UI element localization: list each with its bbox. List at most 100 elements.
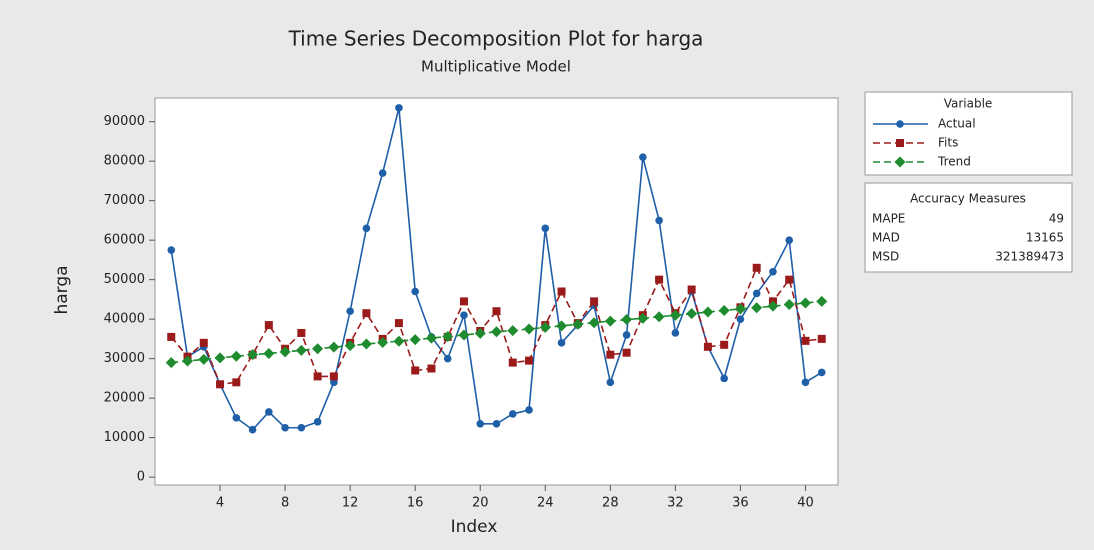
- marker: [653, 311, 665, 323]
- y-tick-label: 80000: [104, 154, 145, 169]
- marker: [539, 321, 551, 333]
- marker: [425, 332, 437, 344]
- marker: [346, 307, 354, 316]
- marker: [232, 378, 241, 387]
- marker: [720, 340, 729, 349]
- marker: [785, 275, 794, 284]
- y-tick-label: 40000: [104, 312, 145, 327]
- marker: [622, 331, 631, 339]
- marker: [817, 368, 826, 377]
- marker: [785, 236, 794, 244]
- marker: [718, 304, 730, 316]
- marker: [734, 303, 746, 315]
- marker: [686, 308, 698, 320]
- marker: [556, 320, 568, 332]
- marker: [427, 364, 436, 373]
- y-axis-label: harga: [52, 265, 72, 314]
- marker: [362, 309, 371, 318]
- marker: [799, 297, 811, 309]
- marker: [783, 299, 795, 311]
- x-tick-label: 32: [667, 496, 684, 511]
- accuracy-title: Accuracy Measures: [910, 192, 1026, 206]
- marker: [265, 408, 273, 416]
- x-tick-label: 36: [732, 496, 749, 511]
- marker: [491, 326, 502, 338]
- x-tick-label: 40: [797, 496, 814, 511]
- marker: [377, 336, 389, 348]
- marker: [295, 344, 307, 356]
- x-tick-label: 24: [537, 496, 554, 511]
- marker: [492, 307, 501, 316]
- marker: [557, 287, 566, 296]
- marker: [801, 336, 810, 345]
- marker: [637, 312, 649, 324]
- legend-label: Trend: [937, 155, 971, 169]
- x-tick-label: 28: [602, 496, 619, 511]
- series-line: [171, 300, 822, 364]
- y-tick-label: 60000: [104, 233, 145, 248]
- marker: [279, 346, 291, 358]
- marker: [313, 372, 322, 381]
- series-line: [170, 265, 822, 386]
- marker: [572, 318, 584, 330]
- accuracy-name: MSD: [872, 250, 899, 264]
- accuracy-value: 49: [1049, 212, 1064, 226]
- marker: [198, 353, 210, 365]
- marker: [525, 356, 534, 365]
- marker: [460, 311, 468, 319]
- y-tick-label: 20000: [104, 391, 145, 406]
- marker: [474, 327, 486, 339]
- marker: [476, 419, 485, 428]
- marker: [281, 423, 289, 432]
- marker: [703, 342, 712, 351]
- marker: [167, 332, 176, 341]
- accuracy-value: 321389473: [995, 250, 1064, 264]
- marker: [330, 378, 338, 387]
- marker: [395, 104, 403, 112]
- marker: [508, 410, 517, 418]
- x-tick-label: 16: [407, 496, 424, 511]
- marker: [752, 289, 761, 298]
- marker: [214, 352, 226, 364]
- marker: [182, 355, 194, 367]
- marker: [769, 267, 777, 276]
- marker: [702, 306, 714, 318]
- legend-label: Fits: [938, 136, 958, 150]
- marker: [199, 338, 208, 347]
- marker: [248, 425, 257, 434]
- accuracy-name: MAPE: [872, 212, 905, 226]
- y-tick-label: 30000: [104, 351, 145, 366]
- marker: [507, 325, 519, 337]
- marker: [751, 302, 763, 314]
- marker: [687, 285, 696, 294]
- marker: [409, 334, 421, 346]
- y-tick-label: 50000: [104, 272, 145, 287]
- marker: [329, 372, 338, 381]
- marker: [442, 331, 454, 343]
- chart-title: Time Series Decomposition Plot for harga: [288, 27, 704, 51]
- legend-title: Variable: [944, 97, 993, 111]
- marker: [297, 328, 306, 337]
- marker: [541, 224, 550, 233]
- y-tick-label: 0: [137, 470, 145, 485]
- marker: [817, 334, 826, 343]
- marker: [394, 319, 403, 328]
- marker: [360, 338, 372, 350]
- marker: [622, 348, 631, 357]
- marker: [165, 357, 177, 369]
- chart-subtitle: Multiplicative Model: [421, 58, 571, 76]
- marker: [655, 216, 663, 225]
- marker: [393, 335, 405, 347]
- marker: [816, 295, 828, 307]
- y-tick-label: 10000: [104, 430, 145, 445]
- x-tick-label: 20: [472, 496, 489, 511]
- marker: [167, 246, 176, 254]
- legend-label: Actual: [938, 117, 976, 131]
- marker: [525, 406, 533, 414]
- accuracy-box: [864, 182, 1073, 273]
- marker: [508, 358, 517, 367]
- marker: [801, 378, 810, 387]
- marker: [344, 340, 356, 352]
- marker: [411, 287, 419, 296]
- marker: [378, 169, 387, 177]
